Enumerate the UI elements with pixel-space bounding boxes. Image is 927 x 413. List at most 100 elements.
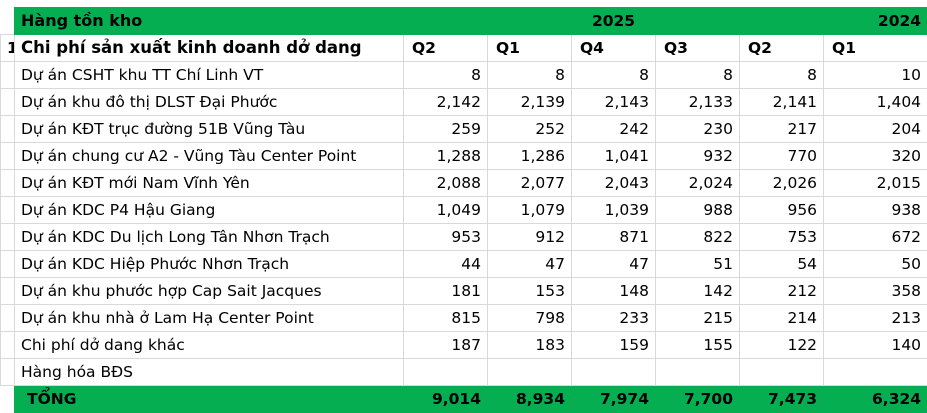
- table-row: Dự án khu nhà ở Lam Hạ Center Point 815 …: [1, 305, 927, 332]
- cell-value: 2,141: [740, 89, 824, 116]
- cell-value: 871: [572, 224, 656, 251]
- cell-value: 1,079: [488, 197, 572, 224]
- table-row: Dự án chung cư A2 - Vũng Tàu Center Poin…: [1, 143, 927, 170]
- column-header-q4-2024b[interactable]: Q4: [572, 35, 656, 62]
- row-label: Dự án KDC Hiệp Phước Nhơn Trạch: [15, 251, 404, 278]
- total-value: 9,014: [404, 386, 488, 413]
- row-label: Dự án khu phước hợp Cap Sait Jacques: [15, 278, 404, 305]
- row-label: Chi phí dở dang khác: [15, 332, 404, 359]
- cell-value: 51: [656, 251, 740, 278]
- cell-value: 672: [824, 224, 927, 251]
- table-row: Dự án KĐT mới Nam Vĩnh Yên 2,088 2,077 2…: [1, 170, 927, 197]
- cell-value: 1,288: [404, 143, 488, 170]
- column-header-q3[interactable]: Q3: [656, 35, 740, 62]
- cell-value: 1,049: [404, 197, 488, 224]
- row-label: Dự án KDC P4 Hậu Giang: [15, 197, 404, 224]
- cell-value: 2,024: [656, 170, 740, 197]
- total-label: TỔNG: [15, 386, 404, 413]
- row-label: Dự án khu đô thị DLST Đại Phước: [15, 89, 404, 116]
- cell-value: 2,088: [404, 170, 488, 197]
- table-row: Dự án KDC P4 Hậu Giang 1,049 1,079 1,039…: [1, 197, 927, 224]
- cell-value: 2,043: [572, 170, 656, 197]
- cell-value: 204: [824, 116, 927, 143]
- cell-value: 213: [824, 305, 927, 332]
- row-index-blank: [1, 359, 15, 386]
- row-index-blank: [1, 224, 15, 251]
- cell-value: 822: [656, 224, 740, 251]
- cell-value: 10: [824, 62, 927, 89]
- row-index-blank: [1, 170, 15, 197]
- cell-value: 155: [656, 332, 740, 359]
- cell-value: [824, 359, 927, 386]
- cell-value: [740, 359, 824, 386]
- cell-value: 320: [824, 143, 927, 170]
- cell-value: 8: [656, 62, 740, 89]
- cell-value: 8: [740, 62, 824, 89]
- cell-value: 44: [404, 251, 488, 278]
- cell-value: 2,142: [404, 89, 488, 116]
- cell-value: [572, 359, 656, 386]
- cell-value: 2,077: [488, 170, 572, 197]
- cell-value: 953: [404, 224, 488, 251]
- cell-value: 8: [572, 62, 656, 89]
- column-header-q1-2025[interactable]: Q1: [488, 35, 572, 62]
- total-value: 7,700: [656, 386, 740, 413]
- column-header-q2[interactable]: Q2: [740, 35, 824, 62]
- row-label: Dự án KĐT mới Nam Vĩnh Yên: [15, 170, 404, 197]
- cell-value: 1,039: [572, 197, 656, 224]
- cell-value: 2,133: [656, 89, 740, 116]
- cell-value: 938: [824, 197, 927, 224]
- cell-value: 47: [488, 251, 572, 278]
- cell-value: 215: [656, 305, 740, 332]
- table-row: Hàng hóa BĐS: [1, 359, 927, 386]
- cell-value: 183: [488, 332, 572, 359]
- total-value: 7,473: [740, 386, 824, 413]
- cell-value: 8: [404, 62, 488, 89]
- row-index-blank: [1, 89, 15, 116]
- row-label: Dự án CSHT khu TT Chí Linh VT: [15, 62, 404, 89]
- total-value: 7,974: [572, 386, 656, 413]
- corner-cell: [1, 8, 15, 35]
- cell-value: 2,139: [488, 89, 572, 116]
- cell-value: 50: [824, 251, 927, 278]
- cell-value: 47: [572, 251, 656, 278]
- total-row: TỔNG 9,014 8,934 7,974 7,700 7,473 6,324: [1, 386, 927, 413]
- cell-value: 242: [572, 116, 656, 143]
- table-row: Dự án KĐT trục đường 51B Vũng Tàu 259 25…: [1, 116, 927, 143]
- cell-value: 932: [656, 143, 740, 170]
- year-group-2024: 2024: [824, 8, 927, 35]
- cell-value: 358: [824, 278, 927, 305]
- row-index-blank: [1, 197, 15, 224]
- cell-value: 187: [404, 332, 488, 359]
- total-value: 8,934: [488, 386, 572, 413]
- row-index-blank: [1, 332, 15, 359]
- cell-value: 233: [572, 305, 656, 332]
- sheet-title: Hàng tồn kho: [15, 8, 404, 35]
- header-band-row: Hàng tồn kho 2025 2024: [1, 8, 927, 35]
- cell-value: 230: [656, 116, 740, 143]
- cell-value: 252: [488, 116, 572, 143]
- cell-value: 140: [824, 332, 927, 359]
- section-title: Chi phí sản xuất kinh doanh dở dang: [15, 35, 404, 62]
- table-body: Hàng tồn kho 2025 2024 1 Chi phí sản xuấ…: [1, 8, 927, 413]
- cell-value: 1,404: [824, 89, 927, 116]
- row-label: Dự án KDC Du lịch Long Tân Nhơn Trạch: [15, 224, 404, 251]
- cell-value: 142: [656, 278, 740, 305]
- cell-value: 148: [572, 278, 656, 305]
- cell-value: 159: [572, 332, 656, 359]
- total-value: 6,324: [824, 386, 927, 413]
- cell-value: 770: [740, 143, 824, 170]
- row-label: Dự án chung cư A2 - Vũng Tàu Center Poin…: [15, 143, 404, 170]
- quarter-header-row: 1 Chi phí sản xuất kinh doanh dở dang Q2…: [1, 35, 927, 62]
- row-index-blank: [1, 278, 15, 305]
- column-header-q1-2024[interactable]: Q1: [824, 35, 927, 62]
- row-label: Dự án khu nhà ở Lam Hạ Center Point: [15, 305, 404, 332]
- row-label: Dự án KĐT trục đường 51B Vũng Tàu: [15, 116, 404, 143]
- cell-value: 212: [740, 278, 824, 305]
- cell-value: 2,015: [824, 170, 927, 197]
- cell-value: 956: [740, 197, 824, 224]
- cell-value: [656, 359, 740, 386]
- cell-value: 259: [404, 116, 488, 143]
- spreadsheet-sheet: Hàng tồn kho 2025 2024 1 Chi phí sản xuấ…: [0, 7, 927, 407]
- column-header-q2-2025[interactable]: Q2: [404, 35, 488, 62]
